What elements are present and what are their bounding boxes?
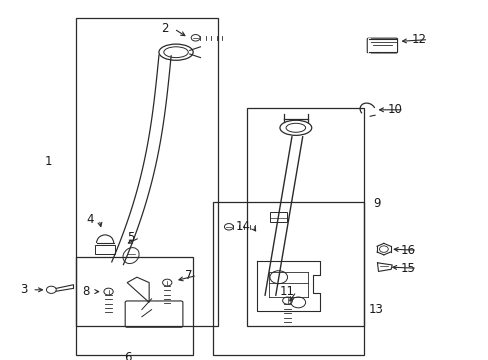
Text: 1: 1 bbox=[44, 156, 52, 168]
Bar bbox=[212, 202, 364, 355]
Bar bbox=[246, 108, 364, 326]
Ellipse shape bbox=[279, 120, 311, 135]
Text: 16: 16 bbox=[400, 244, 415, 257]
Text: 2: 2 bbox=[161, 22, 169, 35]
Bar bbox=[95, 245, 115, 254]
Text: 6: 6 bbox=[124, 351, 132, 360]
Text: 10: 10 bbox=[387, 103, 402, 116]
Text: 11: 11 bbox=[280, 285, 294, 298]
Text: 4: 4 bbox=[86, 213, 94, 226]
Text: 9: 9 bbox=[372, 197, 380, 210]
Text: 12: 12 bbox=[411, 33, 426, 46]
Text: 3: 3 bbox=[20, 283, 27, 296]
Ellipse shape bbox=[159, 44, 193, 60]
Bar bbox=[76, 18, 217, 326]
Text: 5: 5 bbox=[127, 231, 135, 244]
Text: 7: 7 bbox=[184, 269, 192, 282]
Text: 13: 13 bbox=[368, 303, 383, 316]
Text: 15: 15 bbox=[400, 262, 415, 275]
Bar bbox=[76, 257, 193, 355]
Text: 8: 8 bbox=[81, 285, 89, 298]
Text: 14: 14 bbox=[236, 220, 250, 233]
Bar bbox=[269, 212, 287, 222]
